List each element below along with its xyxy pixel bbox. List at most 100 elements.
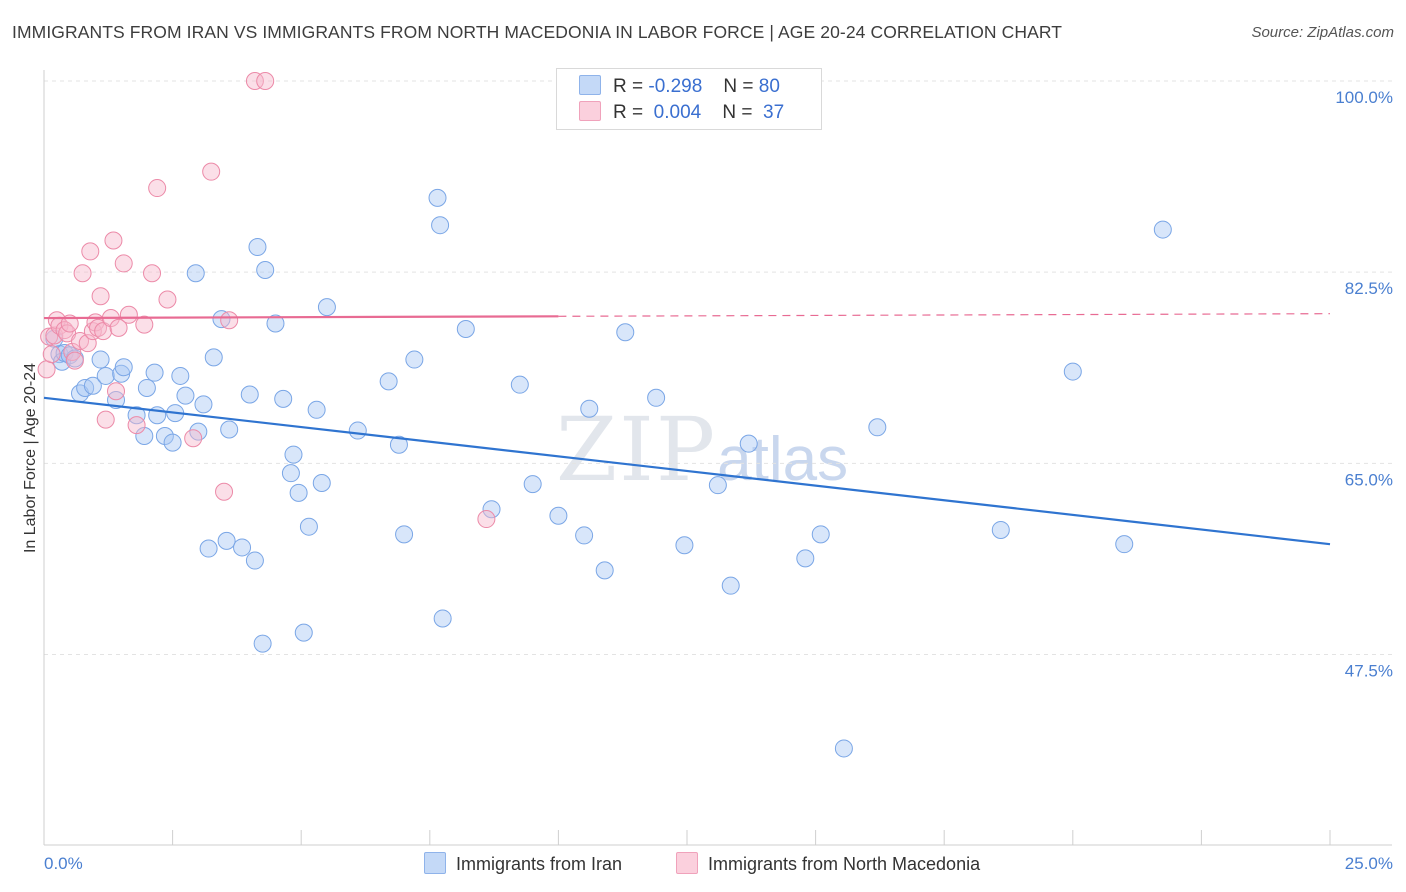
iran-point bbox=[549, 506, 568, 525]
iran-point bbox=[580, 399, 599, 418]
y-axis-label: In Labor Force | Age 20-24 bbox=[22, 363, 39, 553]
watermark-main: ZIP bbox=[556, 398, 718, 501]
legend-r-value-macedonia: 0.004 bbox=[653, 102, 702, 123]
y-tick-label: 82.5% bbox=[1345, 279, 1393, 298]
legend-r-value-iran: -0.298 bbox=[648, 76, 703, 97]
iran-point bbox=[428, 188, 447, 207]
iran-point bbox=[575, 526, 594, 545]
iran-point bbox=[675, 536, 694, 555]
iran-point bbox=[739, 434, 758, 453]
iran-point bbox=[312, 473, 331, 492]
iran-point bbox=[266, 314, 285, 333]
bottom-legend-label-macedonia: Immigrants from North Macedonia bbox=[708, 854, 981, 874]
iran-point bbox=[294, 623, 313, 642]
iran-point bbox=[523, 475, 542, 494]
macedonia-point bbox=[135, 315, 154, 334]
y-tick-label: 100.0% bbox=[1335, 88, 1393, 107]
iran-point bbox=[186, 264, 205, 283]
bottom-legend-swatch-iran bbox=[424, 852, 446, 874]
macedonia-point bbox=[119, 305, 138, 324]
iran-point bbox=[194, 395, 213, 414]
macedonia-point bbox=[158, 290, 177, 309]
iran-point bbox=[868, 418, 887, 437]
macedonia-point bbox=[104, 231, 123, 250]
iran-point bbox=[91, 350, 110, 369]
legend-n-label: N = bbox=[722, 102, 753, 123]
iran-point bbox=[253, 634, 272, 653]
bottom-legend-swatch-macedonia bbox=[676, 852, 698, 874]
iran-point bbox=[274, 389, 293, 408]
macedonia-point bbox=[127, 416, 146, 435]
series-iran-points bbox=[45, 188, 1172, 758]
bottom-legend-label-iran: Immigrants from Iran bbox=[456, 854, 623, 874]
bottom-legend-iran: Immigrants from Iran bbox=[424, 852, 622, 875]
iran-point bbox=[379, 372, 398, 391]
gridlines bbox=[44, 80, 1392, 655]
legend-row-macedonia: R = 0.004 N = 37 bbox=[579, 101, 784, 127]
macedonia-trend-line-dashed bbox=[558, 313, 1331, 317]
macedonia-point bbox=[42, 345, 61, 364]
iran-point bbox=[163, 433, 182, 452]
iran-point bbox=[127, 406, 146, 425]
iran-point bbox=[171, 366, 190, 385]
macedonia-point bbox=[65, 351, 84, 370]
iran-point bbox=[204, 348, 223, 367]
iran-point bbox=[281, 464, 300, 483]
legend-r-label: R = bbox=[613, 102, 644, 123]
iran-point bbox=[60, 346, 79, 365]
iran-point bbox=[456, 319, 475, 338]
stats-legend: R = -0.298 N = 80 R = 0.004 N = 37 bbox=[556, 68, 822, 130]
iran-point bbox=[1153, 220, 1172, 239]
macedonia-point bbox=[215, 482, 234, 501]
iran-point bbox=[348, 421, 367, 440]
macedonia-point bbox=[73, 264, 92, 283]
macedonia-point bbox=[220, 311, 239, 330]
iran-point bbox=[307, 400, 326, 419]
iran-point bbox=[96, 366, 115, 385]
macedonia-point bbox=[184, 429, 203, 448]
macedonia-point bbox=[60, 314, 79, 333]
bottom-legend-macedonia: Immigrants from North Macedonia bbox=[676, 852, 980, 875]
iran-point bbox=[145, 363, 164, 382]
y-tick-labels: 100.0% 82.5% 65.0% 47.5% bbox=[1335, 88, 1393, 681]
iran-point bbox=[212, 310, 231, 329]
macedonia-point bbox=[91, 287, 110, 306]
iran-point bbox=[405, 350, 424, 369]
iran-point bbox=[299, 517, 318, 536]
iran-point bbox=[155, 427, 174, 446]
iran-point bbox=[482, 500, 501, 519]
iran-point bbox=[217, 531, 236, 550]
iran-point bbox=[721, 576, 740, 595]
chart-title: IMMIGRANTS FROM IRAN VS IMMIGRANTS FROM … bbox=[12, 22, 1063, 42]
iran-point bbox=[395, 525, 414, 544]
x-tick-label-min: 0.0% bbox=[44, 854, 83, 873]
macedonia-point bbox=[202, 162, 221, 181]
iran-point bbox=[284, 445, 303, 464]
iran-point bbox=[248, 238, 267, 257]
iran-point bbox=[389, 435, 408, 454]
macedonia-point bbox=[89, 318, 108, 337]
macedonia-point bbox=[114, 254, 133, 273]
macedonia-point bbox=[143, 264, 162, 283]
macedonia-point bbox=[78, 334, 97, 353]
iran-point bbox=[834, 739, 853, 758]
iran-point bbox=[176, 386, 195, 405]
iran-point bbox=[289, 483, 308, 502]
iran-point bbox=[991, 520, 1010, 539]
trend-lines bbox=[43, 313, 1331, 546]
macedonia-trend-line-solid bbox=[43, 315, 559, 320]
y-tick-label: 65.0% bbox=[1345, 470, 1393, 489]
iran-trend-line bbox=[43, 396, 1331, 546]
iran-point bbox=[433, 609, 452, 628]
iran-point bbox=[595, 561, 614, 580]
macedonia-point bbox=[245, 72, 264, 90]
macedonia-point bbox=[96, 410, 115, 429]
source-label: Source: ZipAtlas.com bbox=[1251, 24, 1394, 41]
y-tick-label: 47.5% bbox=[1345, 662, 1393, 681]
iran-point bbox=[431, 216, 450, 235]
iran-point bbox=[708, 476, 727, 495]
legend-swatch-macedonia bbox=[579, 101, 601, 121]
macedonia-point bbox=[148, 179, 167, 198]
macedonia-point bbox=[477, 510, 496, 529]
